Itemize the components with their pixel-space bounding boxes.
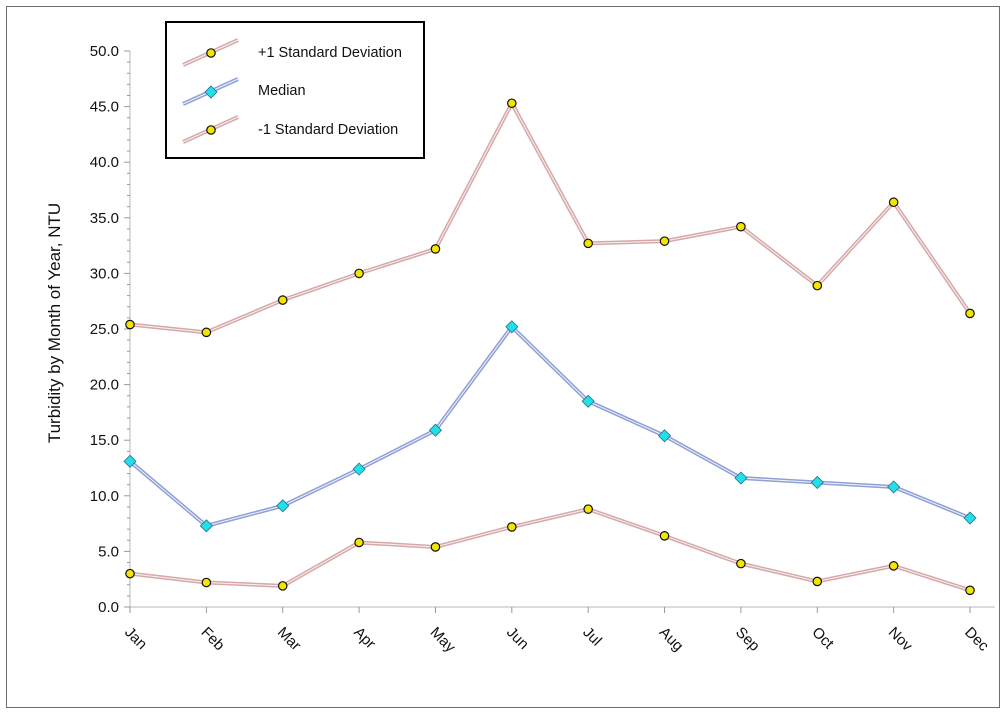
data-point — [734, 471, 748, 485]
x-tick-label: Dec — [961, 624, 992, 655]
y-tick-label: 45.0 — [90, 99, 119, 116]
series-2 — [125, 504, 975, 596]
data-point — [963, 511, 977, 525]
data-point — [965, 585, 975, 596]
data-point — [812, 576, 823, 587]
x-tick-label: Aug — [656, 624, 687, 655]
data-point — [354, 268, 364, 279]
data-point — [887, 480, 901, 494]
data-point — [507, 98, 517, 109]
series-line-outer — [128, 324, 971, 528]
series-line-outer — [129, 507, 971, 593]
data-point — [659, 531, 670, 541]
data-point — [277, 295, 288, 305]
legend-items — [182, 38, 239, 144]
legend-label-median: Median — [258, 83, 306, 99]
y-tick-label: 30.0 — [90, 265, 119, 282]
data-point — [201, 327, 212, 338]
series-line-inner — [129, 508, 971, 591]
x-tick-label: Apr — [350, 624, 379, 653]
data-point — [352, 462, 366, 476]
legend: +1 Standard Deviation Median -1 Standard… — [165, 21, 425, 159]
x-tick-label: Sep — [732, 624, 763, 655]
data-point — [276, 499, 290, 513]
legend-label-minus-1-sd: -1 Standard Deviation — [258, 122, 398, 138]
data-point — [810, 475, 824, 490]
data-point — [125, 568, 135, 579]
series-layer — [123, 98, 977, 596]
data-point — [581, 394, 595, 408]
x-tick-label: Nov — [885, 624, 916, 655]
data-point — [123, 454, 137, 468]
data-point — [888, 561, 899, 571]
data-point — [583, 504, 593, 514]
x-tick-label: Oct — [808, 624, 837, 653]
data-point — [430, 542, 441, 552]
series-1 — [123, 320, 977, 533]
x-tick-label: Jan — [121, 624, 150, 653]
legend-swatch-1 — [182, 77, 239, 106]
data-point — [965, 308, 975, 319]
y-tick-label: 15.0 — [90, 432, 119, 449]
data-point — [428, 423, 443, 437]
x-tick-label: Jul — [579, 624, 605, 650]
y-tick-label: 40.0 — [90, 154, 119, 171]
legend-marker — [206, 125, 216, 135]
data-point — [125, 319, 135, 330]
data-point — [736, 558, 746, 569]
x-tick-label: Mar — [274, 624, 304, 654]
data-point — [659, 236, 670, 246]
series-line-inner — [129, 102, 971, 333]
y-axis-title: Turbidity by Month of Year, NTU — [45, 203, 64, 443]
y-tick-label: 35.0 — [90, 210, 119, 227]
x-axis: Jan Feb Mar Apr May Jun Jul Aug Sep Oct Nov Dec — [121, 606, 995, 656]
legend-label-plus-1-sd: +1 Standard Deviation — [258, 45, 402, 61]
x-tick-label: Feb — [198, 624, 228, 654]
data-point — [888, 197, 899, 208]
data-point — [277, 581, 288, 591]
y-tick-label: 10.0 — [90, 488, 119, 505]
x-tick-label: Jun — [503, 624, 532, 653]
data-point — [657, 429, 672, 443]
legend-marker — [204, 85, 218, 99]
y-tick-label: 20.0 — [90, 377, 119, 394]
legend-swatch-2 — [182, 115, 239, 144]
y-tick-label: 25.0 — [90, 321, 119, 338]
data-point — [201, 577, 212, 588]
legend-swatch-0 — [182, 38, 239, 67]
series-line-inner — [129, 326, 971, 527]
y-axis: 0.0 5.0 10.0 15.0 20.0 25.0 30.0 35.0 40.0 45.0 50… — [90, 43, 131, 616]
data-point — [354, 537, 364, 548]
legend-marker — [206, 48, 216, 58]
data-point — [583, 238, 593, 249]
y-tick-label: 50.0 — [90, 43, 119, 60]
data-point — [430, 244, 441, 254]
series-0 — [125, 98, 975, 338]
data-point — [812, 280, 823, 291]
data-point — [736, 221, 746, 232]
data-point — [507, 522, 517, 532]
data-point — [505, 320, 519, 334]
y-tick-label: 5.0 — [98, 543, 119, 560]
y-tick-label: 0.0 — [98, 599, 119, 616]
data-point — [199, 519, 213, 533]
x-tick-label: May — [427, 624, 459, 656]
